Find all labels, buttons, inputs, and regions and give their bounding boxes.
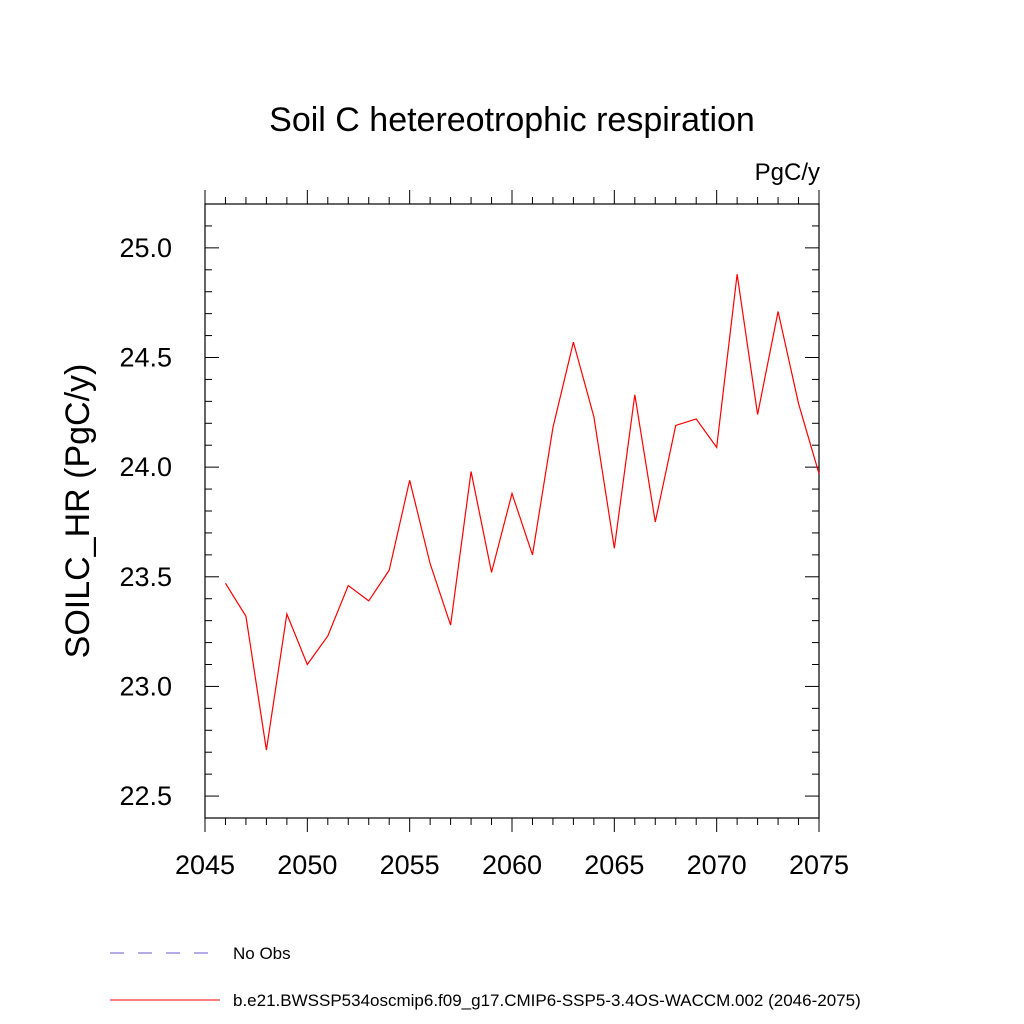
legend: No Obs b.e21.BWSSP534oscmip6.f09_g17.CMIP… xyxy=(110,944,861,1010)
series-line xyxy=(224,274,820,751)
x-tick-label: 2075 xyxy=(789,850,849,880)
plot-frame xyxy=(204,203,820,819)
y-tick-label: 22.5 xyxy=(119,781,172,811)
y-tick-label: 23.5 xyxy=(119,562,172,592)
tick-labels-layer: 2045 2050 2055 2060 2065 2070 2075 22.5 23.0 23.5… xyxy=(119,233,849,880)
y-tick-label: 25.0 xyxy=(119,233,172,263)
x-tick-label: 2060 xyxy=(482,850,542,880)
x-tick-label: 2055 xyxy=(380,850,440,880)
y-tick-label: 23.0 xyxy=(119,671,172,701)
chart-title: Soil C hetereotrophic respiration xyxy=(269,101,755,139)
legend-label: b.e21.BWSSP534oscmip6.f09_g17.CMIP6-SSP5… xyxy=(233,991,861,1010)
ticks-layer xyxy=(204,190,820,832)
y-axis-label: SOILC_HR (PgC/y) xyxy=(59,364,97,659)
series-layer xyxy=(224,274,820,751)
legend-label: No Obs xyxy=(233,944,291,963)
x-tick-label: 2050 xyxy=(277,850,337,880)
y-tick-label: 24.5 xyxy=(119,343,172,373)
units-label: PgC/y xyxy=(755,159,820,186)
x-tick-label: 2065 xyxy=(584,850,644,880)
y-tick-label: 24.0 xyxy=(119,452,172,482)
x-tick-label: 2070 xyxy=(687,850,747,880)
x-tick-label: 2045 xyxy=(175,850,235,880)
